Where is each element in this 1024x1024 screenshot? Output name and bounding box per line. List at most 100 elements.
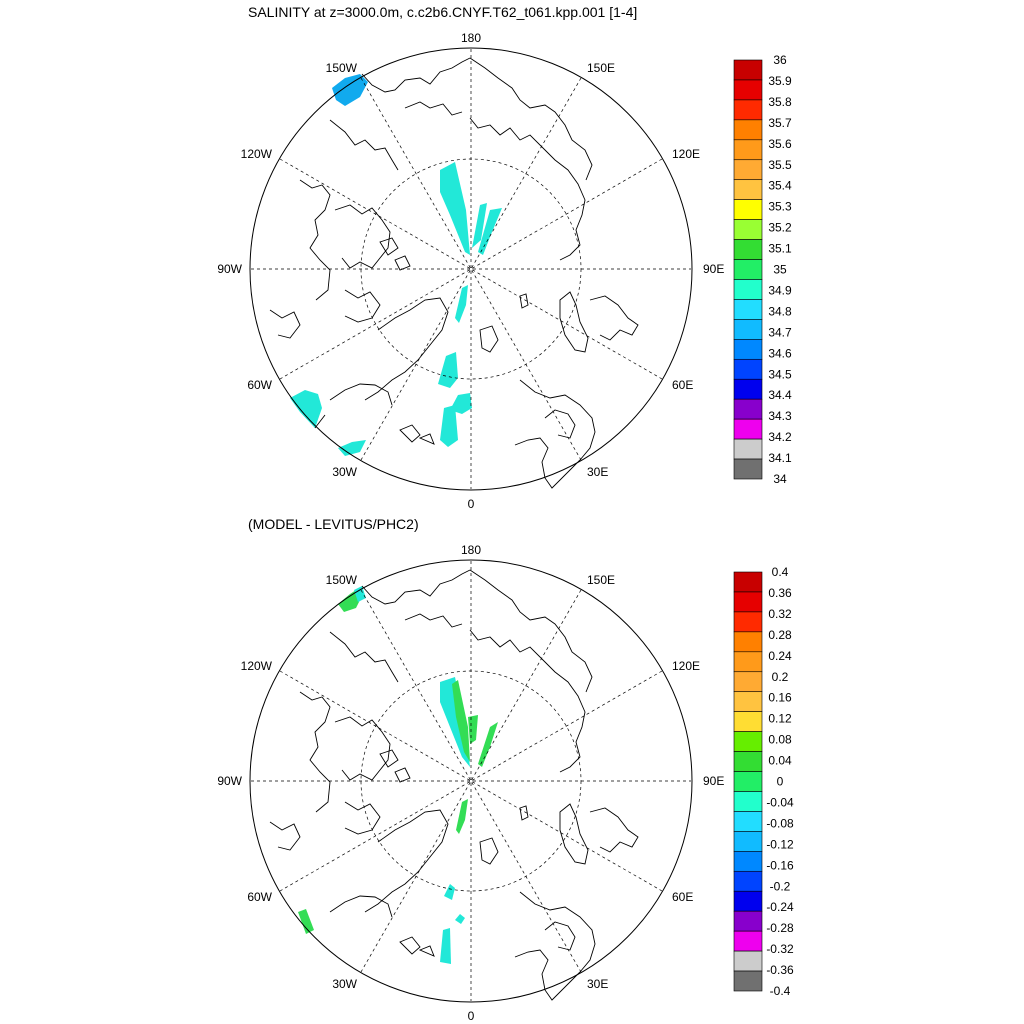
colorbar-label: 0.28: [768, 628, 792, 642]
colorbar-swatch: [733, 299, 763, 320]
colorbar-label: -0.4: [770, 984, 791, 998]
colorbar-swatch: [733, 771, 763, 792]
longitude-labels: 180 0 90W 90E 150W 120W 150E 120E 60W 30…: [217, 543, 724, 1023]
colorbar-label: -0.12: [766, 837, 794, 851]
colorbar-swatch: [733, 671, 763, 693]
colorbar-swatch: [733, 319, 763, 340]
lon-label-150w: 150W: [326, 573, 358, 587]
colorbar-difference: 0.4 0.36 0.32 0.28 0.24 0.2 0.16 0.12 0.08 0.04 0 -…: [733, 565, 794, 998]
colorbar-label: 35.2: [768, 221, 792, 235]
field-patch: [290, 390, 322, 428]
field-patch: [468, 715, 478, 744]
lon-label-150w: 150W: [326, 61, 358, 75]
colorbar-label: 34.7: [768, 325, 792, 339]
lon-label-0: 0: [468, 497, 475, 511]
colorbar-label: 35.7: [768, 116, 792, 130]
colorbar-swatch: [733, 179, 763, 200]
colorbar-label: 35.6: [768, 137, 792, 151]
lon-label-90e: 90E: [703, 262, 724, 276]
field-patch: [440, 928, 451, 964]
colorbar-swatch: [733, 358, 763, 380]
colorbar-label: 0.24: [768, 649, 792, 663]
colorbar-swatch: [733, 651, 763, 673]
colorbar-label: 34.4: [768, 388, 792, 402]
field-patch: [332, 74, 368, 106]
colorbar-label: 0.16: [768, 691, 792, 705]
difference-map: 180 0 90W 90E 150W 120W 150E 120E 60W 30…: [217, 543, 794, 1023]
colorbar-swatch: [733, 571, 763, 593]
colorbar-label: 0.2: [772, 670, 789, 684]
map-boundary: [249, 47, 693, 491]
lon-label-60w: 60W: [247, 890, 272, 904]
colorbar-swatch: [733, 631, 763, 653]
colorbar-swatch: [733, 910, 763, 932]
colorbar-label: -0.28: [766, 921, 794, 935]
colorbar-swatch: [733, 950, 763, 972]
lon-label-0: 0: [468, 1009, 475, 1023]
colorbar-swatch: [733, 219, 763, 240]
colorbar-label: 34.5: [768, 367, 792, 381]
colorbar-label: -0.32: [766, 942, 794, 956]
colorbar-swatch: [733, 970, 763, 992]
colorbar-swatch: [733, 611, 763, 633]
colorbar-salinity: 36 35.9 35.8 35.7 35.6 35.5 35.4 35.3 35.2 35.1 35…: [733, 53, 792, 486]
field-patch: [472, 203, 487, 248]
colorbar-label: 35.8: [768, 95, 792, 109]
colorbar-swatch: [733, 711, 763, 732]
colorbar-swatch: [733, 930, 763, 952]
lon-label-60e: 60E: [672, 378, 693, 392]
colorbar-swatch: [733, 79, 763, 101]
colorbar-label: 35: [773, 263, 787, 277]
map-boundary: [249, 559, 693, 1003]
colorbar-swatch: [733, 890, 763, 912]
colorbar-label: -0.16: [766, 858, 794, 872]
colorbar-label: 35.9: [768, 74, 792, 88]
lon-label-30e: 30E: [587, 465, 608, 479]
colorbar-swatch: [733, 199, 763, 220]
lon-label-120e: 120E: [672, 659, 700, 673]
field-patch: [338, 440, 366, 456]
graticule: [251, 49, 691, 489]
field-patch: [354, 586, 366, 602]
colorbar-swatch: [733, 438, 763, 460]
lon-label-120w: 120W: [241, 659, 273, 673]
salinity-map: 180 0 90W 90E 150W 120W 150E 120E 60W 30…: [217, 31, 792, 511]
colorbar-label: 34.2: [768, 430, 792, 444]
lon-label-90e: 90E: [703, 774, 724, 788]
colorbar-swatch: [733, 851, 763, 872]
colorbar-label: 0: [777, 775, 784, 789]
lon-label-60e: 60E: [672, 890, 693, 904]
colorbar-label: 35.5: [768, 158, 792, 172]
graticule: [251, 561, 691, 1001]
colorbar-label: 0.12: [768, 712, 792, 726]
lon-label-180: 180: [461, 543, 481, 557]
colorbar-label: 35.1: [768, 242, 792, 256]
colorbar-swatch: [733, 691, 763, 712]
field-patch: [455, 285, 468, 323]
colorbar-swatch: [733, 339, 763, 360]
colorbar-swatch: [733, 751, 763, 772]
lon-label-120w: 120W: [241, 147, 273, 161]
lon-label-30w: 30W: [332, 977, 357, 991]
panel-title-salinity: SALINITY at z=3000.0m, c.c2b6.CNYF.T62_t…: [248, 4, 638, 20]
lon-label-150e: 150E: [587, 573, 615, 587]
field-patch: [455, 914, 465, 924]
panel-title-difference: (MODEL - LEVITUS/PHC2): [248, 516, 419, 532]
field-patch: [438, 352, 458, 388]
coastlines: [269, 569, 639, 1001]
colorbar-swatch: [733, 239, 763, 260]
colorbar-label: -0.2: [770, 879, 791, 893]
colorbar-swatch: [733, 731, 763, 752]
lon-label-120e: 120E: [672, 147, 700, 161]
lon-label-90w: 90W: [217, 774, 242, 788]
colorbar-label: 36: [773, 53, 787, 67]
colorbar-swatch: [733, 59, 763, 81]
field-patch: [478, 722, 498, 767]
colorbar-label: -0.08: [766, 816, 794, 830]
lon-label-150e: 150E: [587, 61, 615, 75]
colorbar-swatch: [733, 870, 763, 892]
colorbar-swatch: [733, 99, 763, 121]
colorbar-label: 0.4: [772, 565, 789, 579]
colorbar-label: 35.4: [768, 179, 792, 193]
coastlines: [269, 57, 639, 489]
